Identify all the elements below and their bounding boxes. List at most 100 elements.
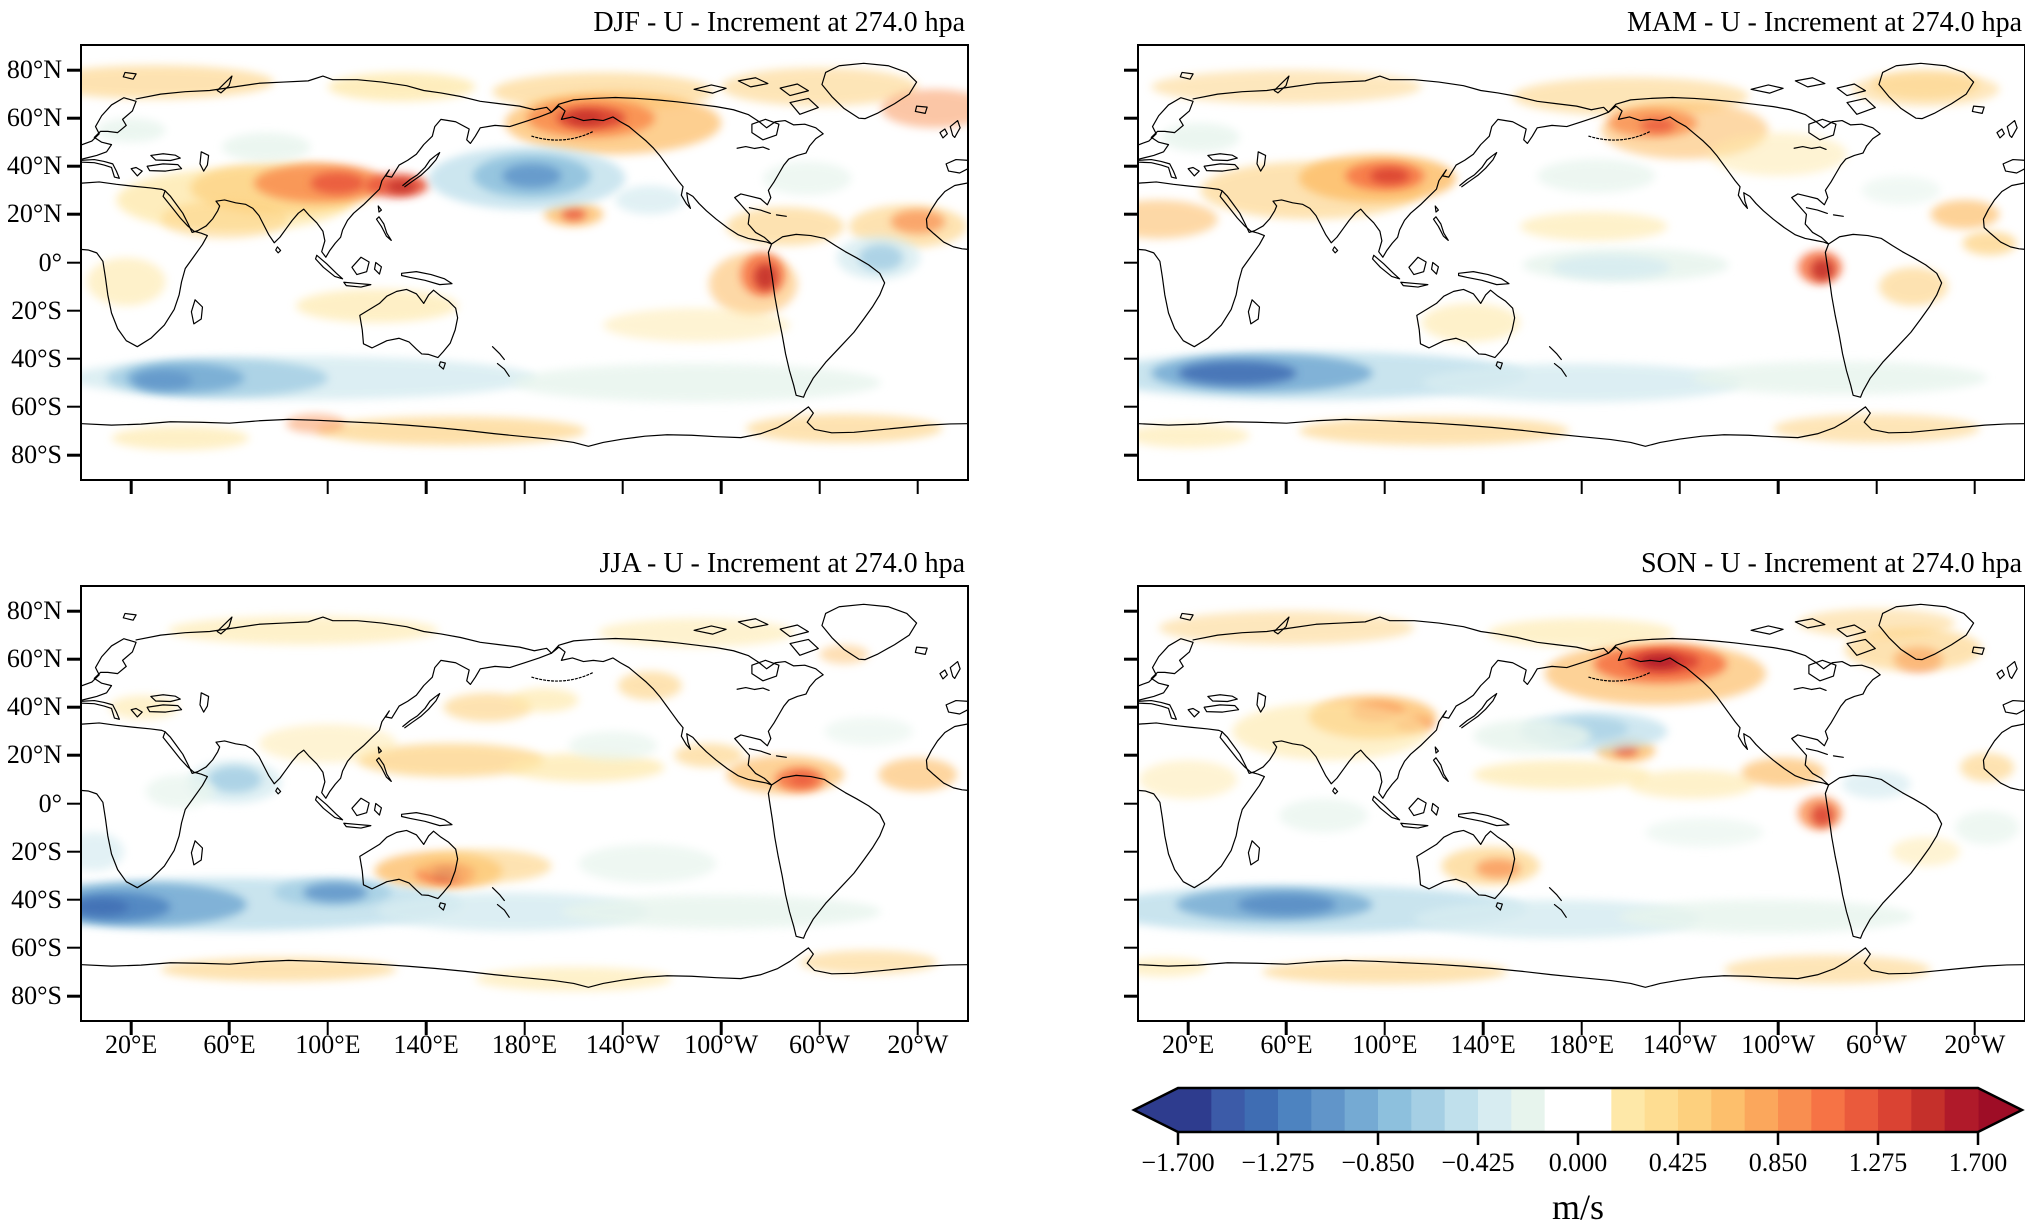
- lat-tick-label: 60°N: [6, 103, 62, 133]
- anomaly-blob: [878, 757, 958, 792]
- map-son: 20°E 60°E 100°E 140°E 180°E 140°W 100°W 60°W 20°…: [1124, 585, 2025, 1059]
- anomaly-blob: [1232, 702, 1430, 761]
- anomaly-blob: [111, 426, 250, 451]
- lat-tick-label: 40°N: [6, 151, 62, 181]
- lon-tick: [326, 1022, 330, 1035]
- lat-tick: [1124, 657, 1137, 661]
- lat-tick-label: 20°N: [6, 199, 62, 229]
- lon-tick: [1973, 481, 1977, 494]
- anomaly-blob: [603, 308, 790, 342]
- lat-tick: [1124, 609, 1137, 613]
- anomaly-blob: [82, 65, 274, 99]
- lon-tick-label: 20°E: [1162, 1030, 1215, 1059]
- anomaly-blob: [1151, 70, 1422, 104]
- anomaly-blob: [762, 161, 852, 196]
- lon-tick-label: 20°W: [887, 1030, 949, 1059]
- lon-tick: [1678, 1022, 1682, 1035]
- lon-tick-label: 20°E: [105, 1030, 158, 1059]
- anomaly-field-jja: [82, 615, 958, 992]
- anomaly-blob: [1552, 255, 1670, 280]
- anomaly-blob: [82, 832, 124, 871]
- anomaly-blob: [1475, 858, 1521, 879]
- colorbar-right-arrow: [1978, 1088, 2022, 1132]
- lat-tick: [1124, 850, 1137, 853]
- lon-tick-label: 100°E: [295, 1030, 361, 1059]
- anomaly-blob: [1261, 959, 1508, 984]
- colorbar-tick-label: −1.700: [1141, 1148, 1215, 1177]
- lat-tick: [1124, 116, 1137, 120]
- colorbar-segments: [1178, 1088, 1979, 1132]
- lon-tick-label: 140°W: [585, 1030, 660, 1059]
- lat-tick-label: 20°S: [11, 836, 62, 866]
- lat-tick: [67, 261, 80, 264]
- anomaly-blob: [1797, 608, 1956, 638]
- lon-tick: [719, 481, 723, 494]
- colorbar-segment: [1344, 1088, 1379, 1132]
- lon-tick-label: 60°W: [1846, 1030, 1907, 1059]
- anomaly-blob: [377, 892, 648, 931]
- anomaly-blob: [578, 844, 717, 883]
- lon-tick: [818, 1022, 821, 1035]
- anomaly-blob: [303, 882, 368, 903]
- panel-jja: JJA - U - Increment at 274.0 hpa 80°N 60°…: [7, 548, 969, 1059]
- anomaly-blob: [145, 774, 215, 809]
- anomaly-blob: [1421, 363, 1742, 403]
- anomaly-blob: [1537, 159, 1656, 193]
- lat-tick: [1124, 68, 1137, 72]
- anomaly-blob: [160, 199, 289, 239]
- anomaly-blob: [310, 172, 365, 194]
- lon-tick: [1580, 1022, 1583, 1035]
- colorbar-tick-label: 0.850: [1748, 1148, 1808, 1177]
- lat-tick: [67, 850, 80, 853]
- colorbar-segment: [1478, 1088, 1512, 1132]
- anomaly-blob: [1520, 211, 1668, 241]
- lon-tick: [228, 481, 231, 494]
- lat-tick-label: 0°: [38, 788, 62, 818]
- lat-tick: [1124, 802, 1137, 805]
- colorbar-segment: [1611, 1088, 1646, 1132]
- colorbar-segment: [1311, 1088, 1346, 1132]
- colorbar-tick-label: 0.000: [1548, 1148, 1608, 1177]
- anomaly-blob: [109, 695, 178, 720]
- anomaly-blob: [96, 118, 166, 143]
- anomaly-blob: [259, 724, 397, 763]
- anomaly-field-djf: [82, 65, 967, 451]
- anomaly-blob: [721, 67, 918, 107]
- lon-tick-label: 180°E: [491, 1030, 558, 1059]
- anomaly-blob: [1414, 899, 1700, 939]
- colorbar-segment: [1944, 1088, 1979, 1132]
- lat-tick-label: 60°N: [6, 644, 62, 674]
- anomaly-blob: [295, 288, 459, 323]
- anomaly-blob: [327, 72, 476, 102]
- anomaly-blob: [1960, 752, 2015, 782]
- anomaly-blob: [168, 615, 439, 645]
- anomaly-blob: [1640, 118, 1675, 133]
- lon-tick: [1580, 481, 1583, 494]
- colorbar-canvas: [1131, 1086, 2025, 1145]
- anomaly-blob: [475, 967, 672, 992]
- anomaly-blob: [1370, 168, 1410, 184]
- map-jja: 80°N 60°N 40°N 20°N 0° 20°S 40°S 60°S 80°S 20°E 60…: [7, 585, 969, 1059]
- anomaly-blob: [1298, 416, 1570, 446]
- anomaly-blob: [1891, 837, 1961, 867]
- anomaly-blob: [1488, 618, 1675, 648]
- panel-djf: DJF - U - Increment at 274.0 hpa 80°N 60°…: [7, 7, 969, 494]
- colorbar-segment: [1511, 1088, 1546, 1132]
- anomaly-blob: [824, 716, 913, 746]
- lat-tick-label: 80°N: [6, 55, 62, 85]
- anomaly-blob: [745, 414, 943, 443]
- lon-tick: [424, 1022, 428, 1035]
- anomaly-blob: [1962, 231, 2017, 256]
- lon-tick-label: 60°E: [203, 1030, 256, 1059]
- colorbar-segment: [1711, 1088, 1746, 1132]
- colorbar-segment: [1411, 1088, 1446, 1132]
- anomaly-blob: [1237, 893, 1336, 916]
- lat-tick: [67, 213, 80, 216]
- lon-tick: [1481, 1022, 1485, 1035]
- anomaly-blob: [1871, 70, 1980, 99]
- anomaly-blob: [561, 208, 586, 221]
- anomaly-blob: [1139, 760, 1238, 799]
- lon-tick-label: 140°E: [393, 1030, 459, 1059]
- lon-tick-label: 60°W: [789, 1030, 850, 1059]
- lon-tick: [916, 481, 920, 494]
